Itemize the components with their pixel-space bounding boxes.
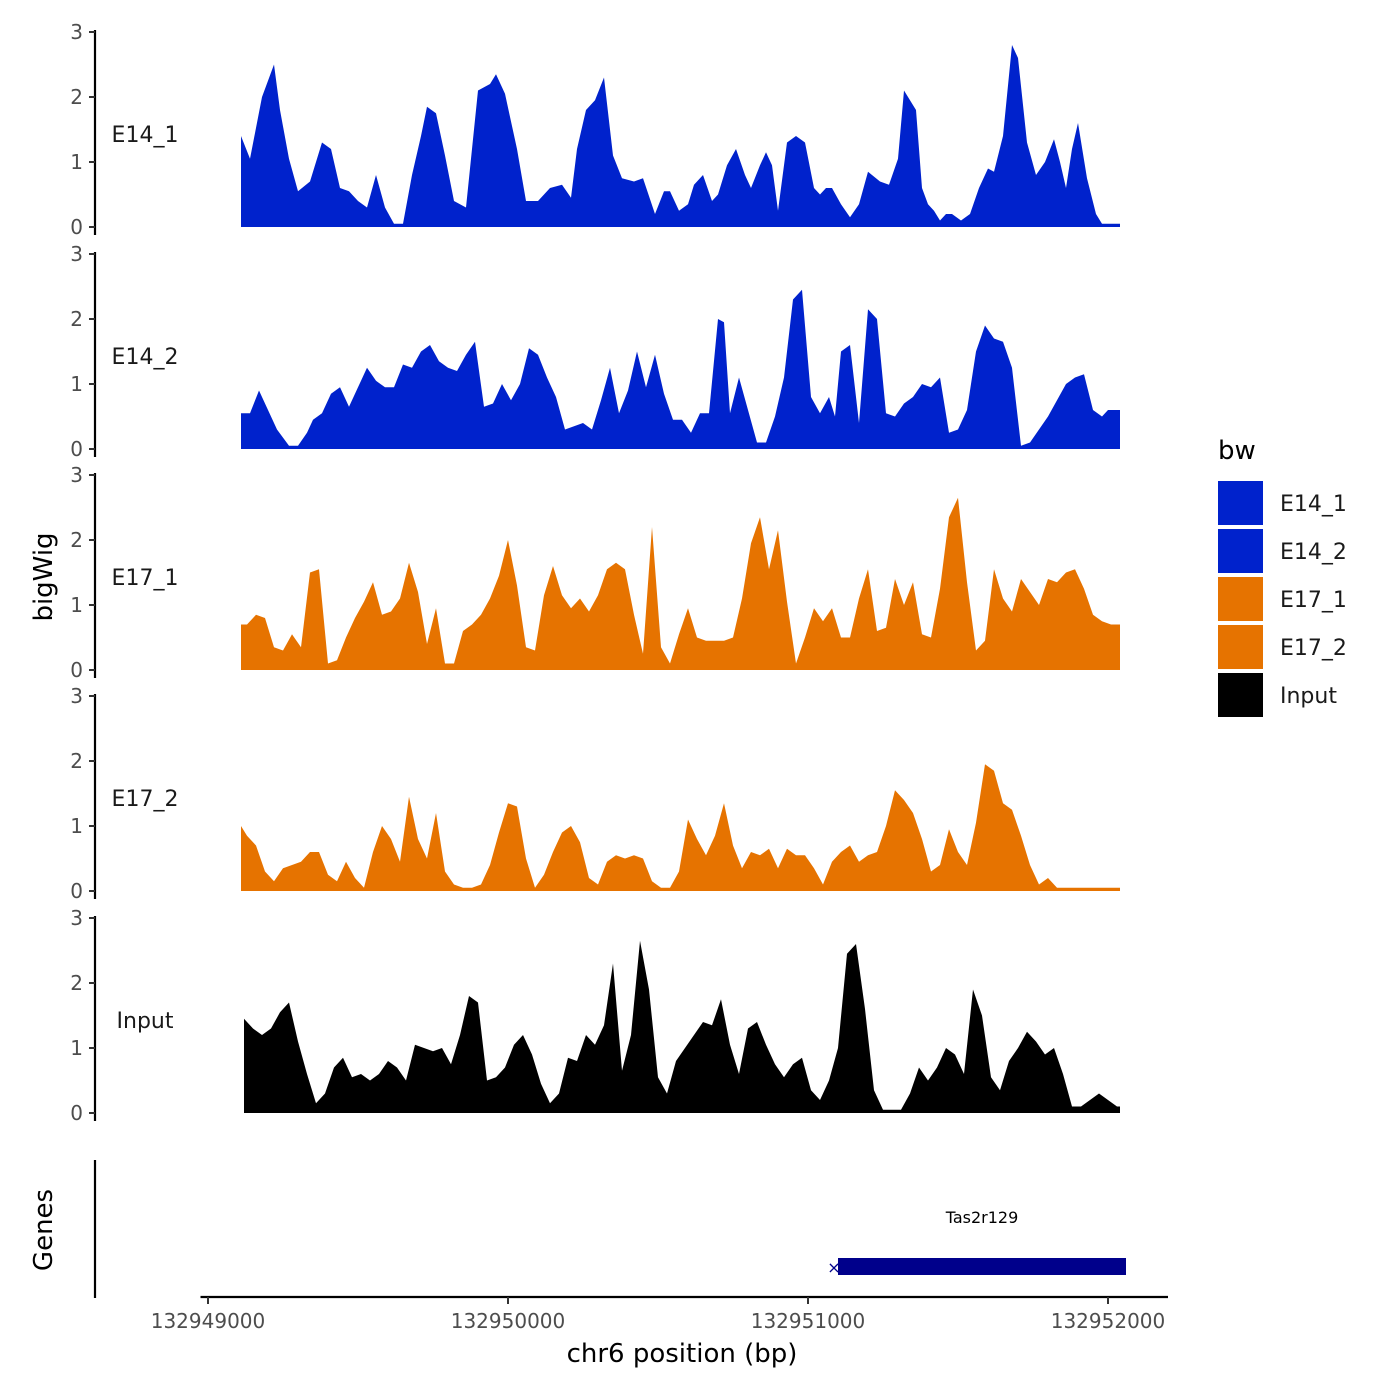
legend-label: Input [1280, 684, 1337, 709]
y-tick-label: 2 [70, 971, 83, 995]
y-tick-label: 0 [70, 215, 83, 239]
y-tick-label: 3 [70, 906, 83, 930]
track-label: E17_1 [112, 566, 179, 591]
y-tick-label: 1 [70, 1036, 83, 1060]
y-tick-label: 1 [70, 372, 83, 396]
track-label: E14_2 [112, 345, 179, 370]
gene-tas2r129: × Tas2r129 [827, 1208, 1126, 1277]
track-e17-2: 0 1 2 3 E17_2 [70, 684, 1120, 903]
genes-axis-title: Genes [29, 1189, 59, 1271]
y-tick-label: 0 [70, 1101, 83, 1125]
legend-label: E14_1 [1280, 492, 1347, 517]
legend-item-e17-1: E17_1 [1218, 577, 1347, 621]
y-tick-label: 1 [70, 593, 83, 617]
legend-swatch [1218, 529, 1263, 573]
coverage-area-e14-2 [241, 289, 1120, 449]
track-label: E17_2 [112, 787, 179, 812]
legend-swatch [1218, 673, 1263, 717]
x-tick-label: 132952000 [1051, 1309, 1166, 1333]
track-e14-2: 0 1 2 3 E14_2 [70, 242, 1120, 461]
x-tick-label: 132951000 [751, 1309, 866, 1333]
legend-label: E17_2 [1280, 636, 1347, 661]
y-tick-label: 3 [70, 463, 83, 487]
tracks-layer: 0 1 2 3 E14_1 0 1 2 3 E14_2 0 1 2 3 E17_1 0 1 2 3 E17_2 0 1 2 3… [70, 20, 1120, 1125]
legend-item-e17-2: E17_2 [1218, 625, 1347, 669]
y-axis-title: bigWig [29, 532, 59, 621]
legend-item-e14-1: E14_1 [1218, 481, 1347, 525]
x-axis-title: chr6 position (bp) [567, 1339, 798, 1369]
coverage-area-e17-2 [241, 764, 1120, 891]
track-input: 0 1 2 3 Input [70, 906, 1120, 1125]
track-e17-1: 0 1 2 3 E17_1 [70, 463, 1120, 682]
legend-swatch [1218, 481, 1263, 525]
track-e14-1: 0 1 2 3 E14_1 [70, 20, 1120, 239]
legend-swatch [1218, 625, 1263, 669]
y-tick-label: 0 [70, 658, 83, 682]
legend-swatch [1218, 577, 1263, 621]
legend-item-input: Input [1218, 673, 1337, 717]
coverage-area-e17-1 [241, 497, 1120, 670]
legend-item-e14-2: E14_2 [1218, 529, 1347, 573]
y-tick-label: 2 [70, 85, 83, 109]
legend-label: E17_1 [1280, 588, 1347, 613]
y-tick-label: 2 [70, 307, 83, 331]
legend-title: bw [1218, 436, 1256, 466]
track-label: E14_1 [112, 123, 179, 148]
x-tick-label: 132949000 [151, 1309, 266, 1333]
strand-marker-icon: × [827, 1258, 840, 1277]
legend-label: E14_2 [1280, 540, 1347, 565]
coverage-area-input [244, 940, 1120, 1113]
y-tick-label: 3 [70, 242, 83, 266]
gene-label: Tas2r129 [945, 1208, 1019, 1227]
coverage-area-e14-1 [241, 45, 1120, 227]
x-axis: 132949000 132950000 132951000 132952000 [151, 1295, 1168, 1333]
y-tick-label: 3 [70, 20, 83, 44]
y-tick-label: 0 [70, 437, 83, 461]
track-label: Input [117, 1009, 174, 1034]
y-tick-label: 2 [70, 749, 83, 773]
legend: E14_1 E14_2 E17_1 E17_2 Input [1218, 481, 1347, 717]
y-tick-label: 3 [70, 684, 83, 708]
y-tick-label: 0 [70, 879, 83, 903]
genes-layer: × Tas2r129 [93, 1160, 1126, 1298]
x-tick-label: 132950000 [451, 1309, 566, 1333]
y-tick-label: 1 [70, 814, 83, 838]
y-tick-label: 2 [70, 528, 83, 552]
y-tick-label: 1 [70, 150, 83, 174]
gene-body [838, 1258, 1126, 1275]
